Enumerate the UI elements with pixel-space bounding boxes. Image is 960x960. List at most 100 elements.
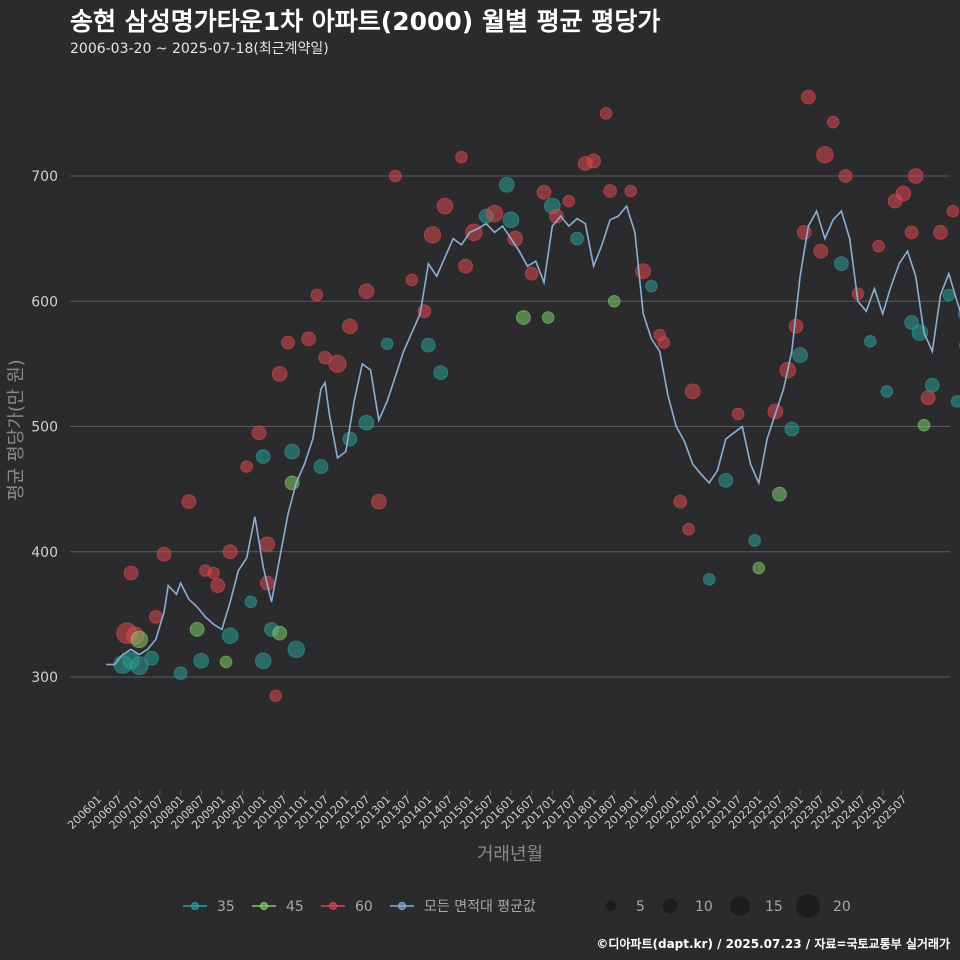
scatter-points — [113, 89, 960, 703]
point-60 — [423, 226, 442, 244]
point-35 — [718, 472, 734, 488]
point-35 — [380, 337, 394, 351]
point-60 — [816, 145, 834, 164]
legend-size-dot — [662, 898, 678, 914]
point-60 — [123, 565, 139, 581]
point-35 — [221, 627, 239, 644]
point-45 — [752, 561, 766, 575]
chart-title: 송현 삼성명가타운1차 아파트(2000) 월별 평균 평당가 — [70, 7, 660, 36]
point-35 — [924, 377, 940, 393]
point-35 — [645, 279, 658, 293]
point-60 — [907, 168, 924, 184]
point-60 — [148, 609, 163, 624]
point-60 — [301, 331, 317, 347]
legend-size-dot — [796, 894, 820, 918]
legend-size-label: 10 — [695, 899, 713, 915]
legend-size-item: 10 — [662, 898, 713, 915]
point-60 — [458, 258, 473, 274]
point-35 — [313, 459, 329, 474]
point-45 — [130, 630, 149, 649]
point-60 — [800, 89, 816, 105]
legend-item: 35 — [183, 899, 235, 915]
point-60 — [240, 460, 253, 473]
point-35 — [342, 431, 358, 447]
point-35 — [833, 256, 849, 272]
point-60 — [370, 493, 387, 510]
legend-size-label: 5 — [636, 899, 645, 915]
x-axis-label: 거래년월 — [477, 844, 543, 865]
legend-size-label: 15 — [765, 899, 783, 915]
point-35 — [193, 652, 210, 669]
point-60 — [946, 204, 960, 218]
point-60 — [181, 494, 197, 510]
point-60 — [269, 689, 282, 703]
y-tick-label: 500 — [31, 420, 58, 436]
point-60 — [549, 208, 564, 224]
legend-size-dot — [605, 900, 617, 912]
legend-label: 35 — [217, 899, 235, 915]
point-45 — [541, 311, 555, 324]
point-60 — [684, 383, 701, 400]
source-caption: ©디아파트(dapt.kr) / 2025.07.23 / 자료=국토교통부 실… — [596, 936, 950, 951]
point-35 — [911, 324, 929, 341]
point-45 — [772, 486, 787, 502]
point-45 — [272, 625, 288, 641]
legend-dot — [191, 902, 199, 910]
point-60 — [310, 288, 324, 302]
point-60 — [872, 239, 885, 253]
point-35 — [863, 335, 877, 348]
point-35 — [244, 595, 258, 609]
point-60 — [271, 366, 288, 382]
point-45 — [917, 418, 931, 432]
gridlines — [70, 175, 950, 678]
point-60 — [251, 425, 267, 441]
point-60 — [207, 566, 220, 580]
point-35 — [498, 176, 515, 193]
point-60 — [788, 318, 804, 334]
legend-dot — [398, 902, 406, 910]
legend-label: 모든 면적대 평균값 — [424, 899, 536, 915]
average-line — [106, 204, 960, 666]
point-60 — [536, 184, 552, 200]
legend: 35 45 60 모든 면적대 평균값 5 10 15 20 — [183, 894, 851, 918]
legend-dot — [260, 902, 268, 910]
legend-size-item: 5 — [605, 899, 645, 915]
legend-size-item: 20 — [796, 894, 851, 918]
point-60 — [838, 169, 853, 183]
point-35 — [129, 656, 149, 676]
point-60 — [657, 336, 671, 349]
point-60 — [796, 224, 812, 240]
point-35 — [287, 640, 305, 659]
point-35 — [570, 231, 584, 246]
point-60 — [342, 318, 358, 335]
legend-item: 모든 면적대 평균값 — [390, 899, 536, 915]
point-60 — [920, 390, 936, 406]
point-60 — [389, 169, 402, 183]
point-60 — [436, 197, 454, 215]
point-35 — [702, 572, 716, 586]
point-60 — [222, 544, 238, 560]
point-60 — [281, 335, 295, 350]
point-45 — [607, 294, 621, 308]
legend-label: 45 — [286, 899, 304, 915]
legend-item: 60 — [321, 899, 373, 915]
point-35 — [748, 534, 761, 547]
point-60 — [485, 204, 504, 223]
point-60 — [813, 243, 829, 259]
point-60 — [682, 522, 695, 536]
point-60 — [210, 578, 226, 593]
point-60 — [624, 184, 638, 198]
point-35 — [784, 421, 800, 437]
point-60 — [259, 536, 276, 553]
legend-item: 45 — [252, 899, 304, 915]
legend-size-item: 15 — [730, 896, 783, 916]
point-35 — [358, 414, 375, 431]
point-35 — [950, 395, 960, 408]
point-35 — [254, 652, 272, 670]
legend-size-dot — [730, 896, 750, 916]
y-tick-label: 600 — [31, 294, 58, 310]
point-35 — [502, 211, 520, 229]
point-60 — [603, 184, 618, 198]
point-60 — [673, 494, 688, 509]
